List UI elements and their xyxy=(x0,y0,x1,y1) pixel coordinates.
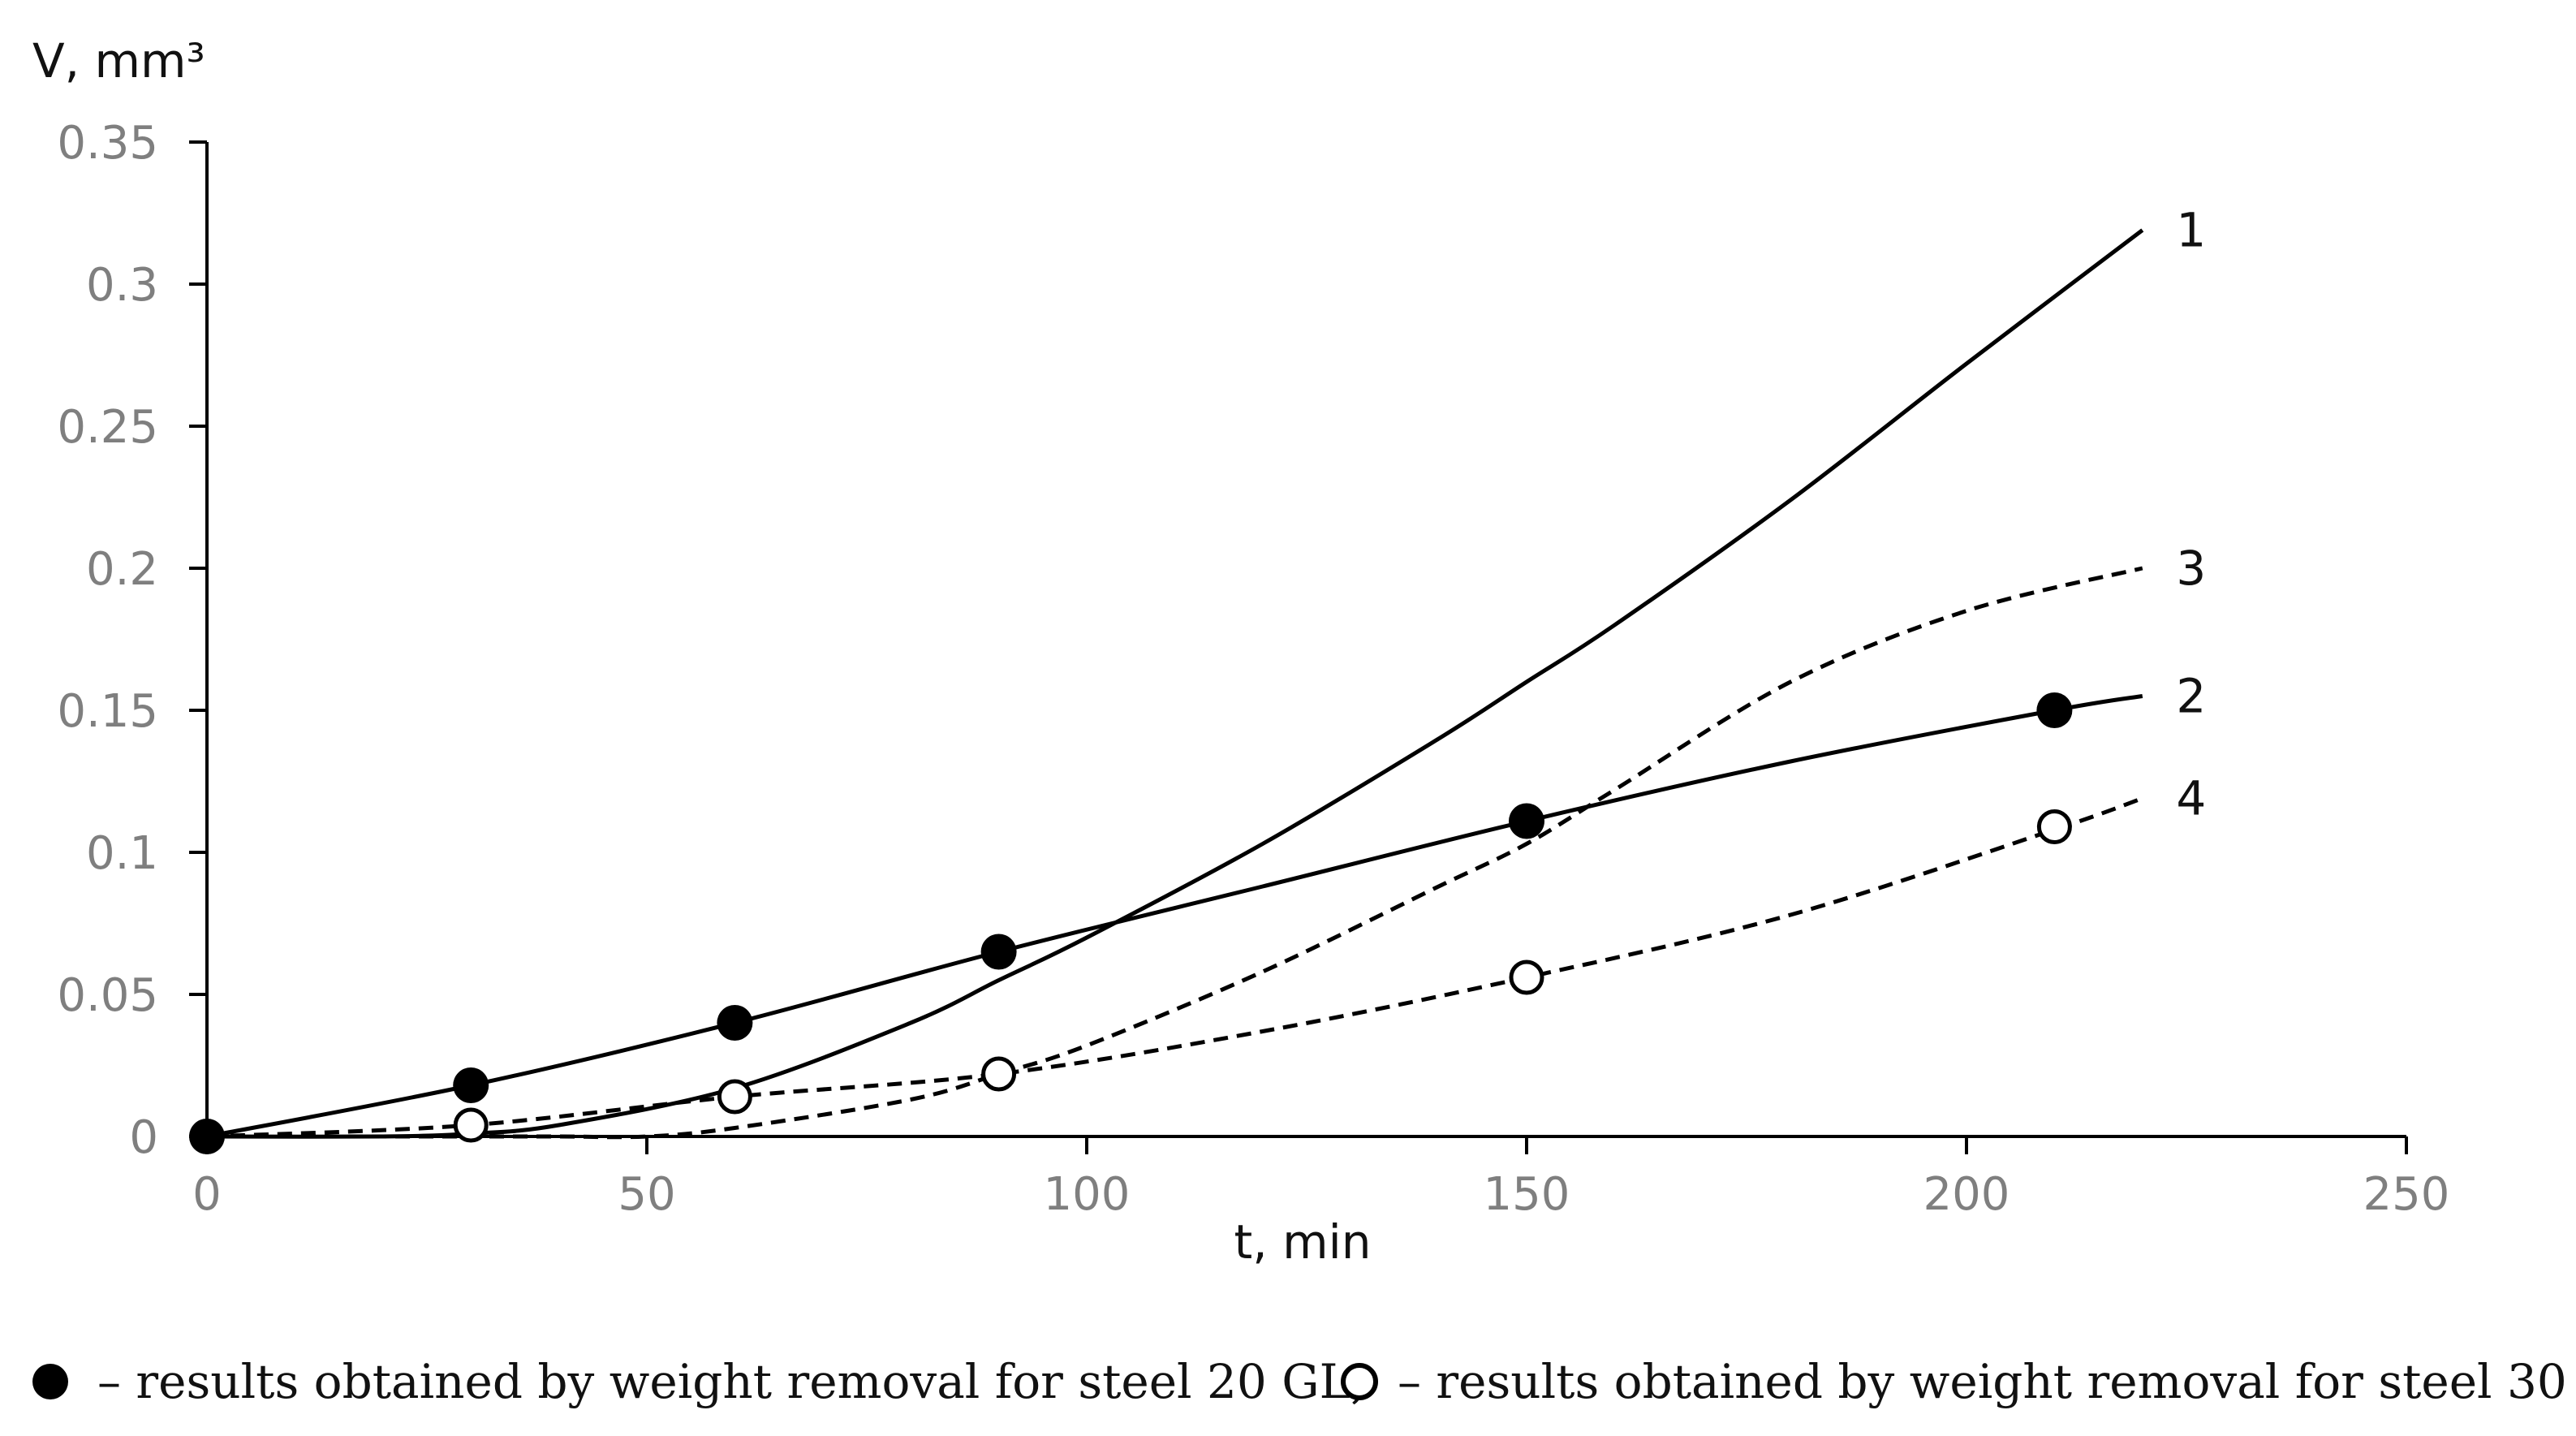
y-tick-label: 0.3 xyxy=(86,259,158,312)
x-tick-label: 0 xyxy=(192,1168,222,1221)
y-axis-title: V, mm³ xyxy=(32,33,205,88)
curve-label-3: 3 xyxy=(2176,541,2206,596)
open-data-point xyxy=(2036,809,2072,844)
y-tick-label: 0.25 xyxy=(57,401,158,454)
x-axis-title: t, min xyxy=(1234,1214,1372,1270)
curve-label-4: 4 xyxy=(2176,771,2206,826)
axes xyxy=(205,142,2406,1138)
curve-labels: 1 2 3 4 xyxy=(2176,203,2206,826)
filled-data-point xyxy=(980,934,1017,970)
legend-text-filled: – results obtained by weight removal for… xyxy=(97,1354,1367,1409)
y-tick-label: 0 xyxy=(129,1111,158,1164)
legend-text-open: – results obtained by weight removal for… xyxy=(1398,1354,2576,1409)
curve-label-1: 1 xyxy=(2176,203,2206,258)
open-data-point xyxy=(717,1079,752,1115)
y-tick-label: 0.35 xyxy=(57,117,158,170)
x-tick-label: 150 xyxy=(1484,1168,1570,1221)
x-tick-label: 250 xyxy=(2363,1168,2450,1221)
legend: – results obtained by weight removal for… xyxy=(32,1354,2576,1409)
y-tick-label: 0.1 xyxy=(86,827,158,880)
series-line-2 xyxy=(206,694,2143,1139)
open-data-point xyxy=(453,1107,489,1143)
legend-open-marker-icon xyxy=(1341,1363,1378,1400)
y-tick-label: 0.05 xyxy=(57,969,158,1022)
curve-label-2: 2 xyxy=(2176,669,2206,724)
x-tick-label: 200 xyxy=(1923,1168,2010,1221)
markers xyxy=(189,692,2073,1154)
series-line-3 xyxy=(207,566,2143,1140)
y-ticks: 0 0.05 0.1 0.15 0.2 0.25 0.3 0.35 xyxy=(57,117,207,1164)
y-tick-label: 0.15 xyxy=(57,685,158,738)
series-line-1 xyxy=(206,228,2144,1139)
curves xyxy=(206,228,2144,1140)
legend-filled-marker-icon xyxy=(32,1364,68,1399)
series-line-4 xyxy=(206,796,2143,1139)
filled-data-point xyxy=(1509,803,1544,839)
open-data-point xyxy=(1509,959,1544,995)
filled-data-point xyxy=(2036,692,2073,728)
filled-data-point xyxy=(189,1119,225,1154)
x-tick-label: 100 xyxy=(1044,1168,1131,1221)
y-tick-label: 0.2 xyxy=(86,543,158,596)
filled-data-point xyxy=(717,1005,753,1041)
x-tick-label: 50 xyxy=(618,1168,675,1221)
filled-data-point xyxy=(453,1067,489,1103)
open-data-point xyxy=(981,1056,1017,1092)
x-ticks: 0 50 100 150 200 250 xyxy=(192,1136,2449,1221)
